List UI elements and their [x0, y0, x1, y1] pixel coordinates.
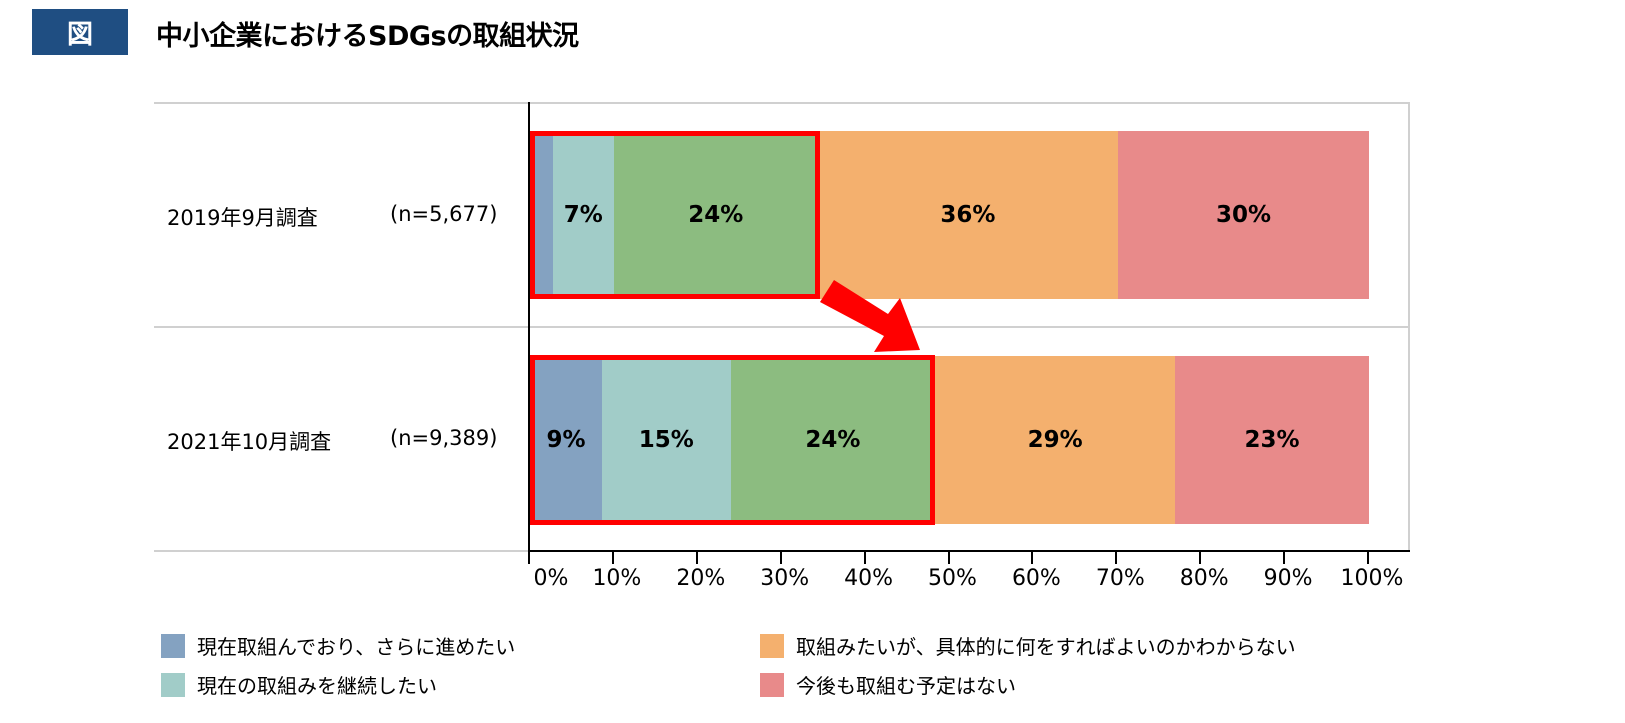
legend-swatch [161, 633, 185, 658]
legend-item-continue: 現在の取組みを継続したい [161, 670, 437, 699]
plot-frame-right [1408, 102, 1410, 552]
x-tick-label: 50% [928, 566, 977, 591]
x-tick [528, 552, 530, 564]
bar-segment: 30% [1118, 131, 1369, 299]
chart-title: 中小企業におけるSDGsの取組状況 [156, 21, 579, 52]
figure-badge: 図 [32, 9, 128, 55]
x-tick [1031, 552, 1034, 564]
x-axis-line [528, 550, 1410, 552]
x-tick [947, 552, 950, 564]
legend-label: 現在取組んでおり、さらに進めたい [197, 635, 516, 659]
x-tick-label: 0% [533, 566, 569, 591]
row-label-2019: 2019年9月調査 [167, 206, 318, 230]
x-tick-label: 70% [1095, 566, 1145, 591]
x-tick-label: 30% [760, 566, 810, 591]
plot-frame-bottom [154, 550, 529, 552]
highlight-box-2021 [530, 355, 935, 525]
row-n-2019: (n=5,677) [390, 202, 498, 226]
red-arrow-icon [820, 280, 920, 352]
legend-label: 取組みたいが、具体的に何をすればよいのかわからない [796, 635, 1296, 659]
x-tick [611, 552, 614, 564]
bar-segment: 24% [730, 356, 936, 524]
x-tick [1115, 552, 1118, 564]
legend-swatch [760, 672, 784, 697]
bar-2019: 7% 24% 36% 30% [530, 131, 1369, 299]
x-tick [863, 552, 866, 564]
legend-swatch [760, 633, 784, 658]
x-tick [1283, 552, 1286, 564]
row-divider [154, 326, 1410, 328]
legend-item-progress: 現在取組んでおり、さらに進めたい [161, 631, 515, 660]
bar-segment: 15% [602, 356, 731, 524]
legend-label: 今後も取組む予定はない [796, 674, 1016, 698]
x-tick [1199, 552, 1202, 564]
bar-segment: 7% [552, 131, 614, 299]
x-tick-label: 20% [676, 566, 726, 591]
x-tick [1367, 552, 1369, 564]
x-tick-label: 90% [1263, 566, 1313, 591]
bar-segment: 23% [1175, 356, 1369, 524]
plot-frame-top [154, 102, 1410, 104]
y-axis-line [528, 102, 530, 552]
legend-item-no-plan: 今後も取組む予定はない [760, 670, 1016, 699]
legend-label: 現在の取組みを継続したい [197, 674, 437, 698]
x-tick-label: 10% [592, 566, 642, 591]
x-tick-label: 60% [1011, 566, 1061, 591]
x-tick-label: 80% [1179, 566, 1229, 591]
bar-2021: 9% 15% 24% 29% 23% [530, 356, 1369, 524]
bar-segment: 9% [530, 356, 603, 524]
bar-segment: 29% [935, 356, 1176, 524]
bar-segment: 24% [613, 131, 818, 299]
highlight-box-2019 [530, 131, 820, 299]
x-tick-label: 100% [1340, 566, 1404, 591]
legend-swatch [161, 672, 185, 697]
x-tick [779, 552, 782, 564]
x-tick [695, 552, 698, 564]
row-n-2021: (n=9,389) [390, 426, 498, 450]
x-tick-label: 40% [844, 566, 894, 591]
row-label-2021: 2021年10月調査 [167, 430, 332, 454]
bar-segment [530, 131, 553, 299]
legend-item-unsure: 取組みたいが、具体的に何をすればよいのかわからない [760, 631, 1296, 660]
bar-segment: 36% [817, 131, 1119, 299]
